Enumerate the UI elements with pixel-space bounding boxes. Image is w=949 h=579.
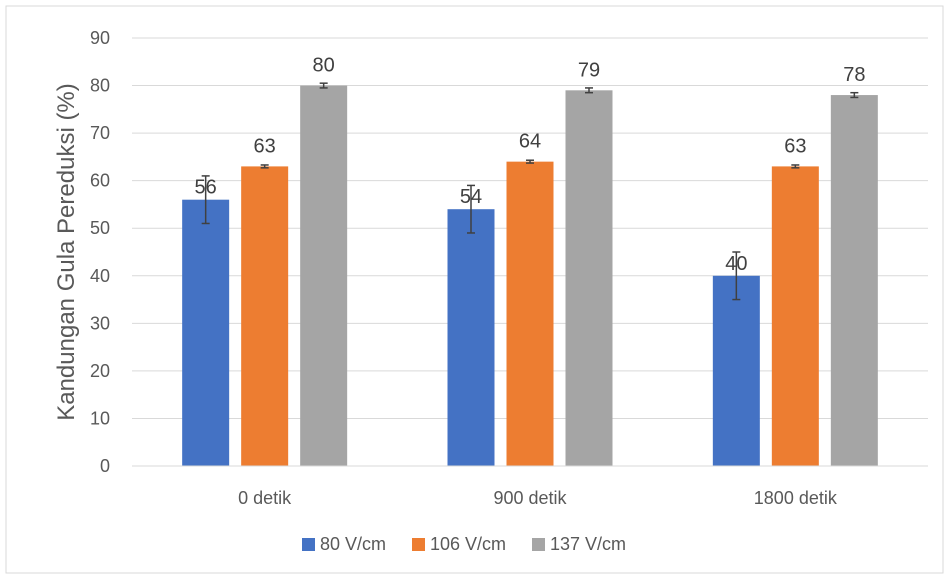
x-category-label: 1800 detik: [754, 488, 838, 508]
data-label: 56: [195, 177, 217, 199]
y-tick-label: 0: [100, 456, 110, 476]
x-axis-categories: 0 detik 900 detik 1800 detik: [238, 488, 838, 508]
y-axis-label: Kandungan Gula Pereduksi (%): [53, 83, 80, 421]
bar: [447, 209, 495, 466]
data-label: 40: [725, 253, 747, 275]
x-category-label: 0 detik: [238, 488, 292, 508]
y-tick-label: 40: [90, 266, 110, 286]
legend-entry: 106 V/cm: [430, 534, 506, 554]
data-label: 54: [460, 186, 482, 208]
legend-entry: 137 V/cm: [550, 534, 626, 554]
bar: [830, 95, 878, 467]
legend-swatch: [302, 538, 315, 551]
data-label: 80: [313, 55, 335, 77]
y-tick-label: 50: [90, 218, 110, 238]
legend-swatch: [412, 538, 425, 551]
data-label: 79: [578, 59, 600, 81]
bar: [712, 275, 760, 466]
y-tick-label: 60: [90, 171, 110, 191]
legend-swatch: [532, 538, 545, 551]
error-bars: [201, 82, 859, 301]
y-tick-label: 80: [90, 76, 110, 96]
legend-entry: 80 V/cm: [320, 534, 386, 554]
data-label: 63: [254, 135, 276, 157]
data-label: 78: [843, 64, 865, 86]
data-label: 63: [784, 135, 806, 157]
bar: [300, 85, 348, 467]
bar: [182, 199, 230, 466]
data-label: 64: [519, 131, 541, 153]
y-tick-label: 20: [90, 361, 110, 381]
y-tick-label: 70: [90, 123, 110, 143]
bar: [565, 90, 613, 467]
bar: [771, 166, 819, 466]
y-axis-ticks: 0 10 20 30 40 50 60 70 80 90: [90, 28, 110, 476]
data-labels: 56 63 80 54 64 79 40 63 78: [195, 55, 866, 275]
y-tick-label: 90: [90, 28, 110, 48]
x-category-label: 900 detik: [493, 488, 567, 508]
y-tick-label: 30: [90, 313, 110, 333]
bars: [182, 85, 878, 467]
bar: [506, 161, 554, 466]
legend: 80 V/cm 106 V/cm 137 V/cm: [302, 534, 626, 554]
y-tick-label: 10: [90, 408, 110, 428]
bar: [241, 166, 289, 466]
